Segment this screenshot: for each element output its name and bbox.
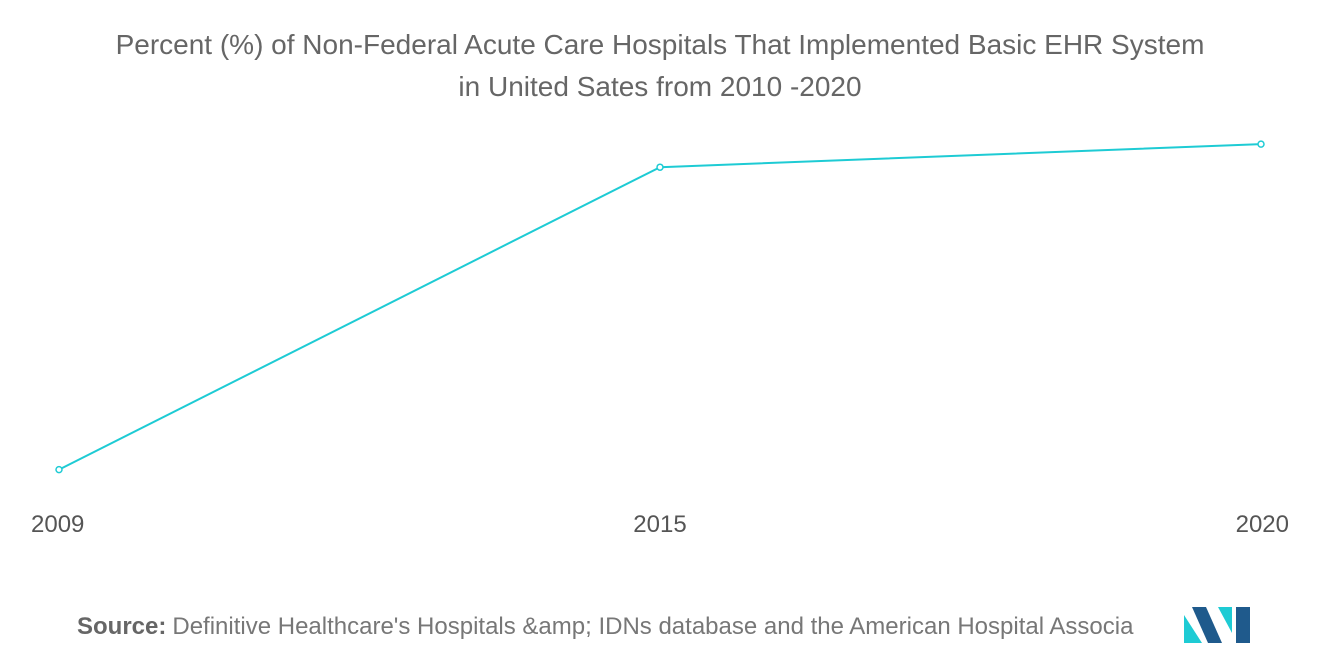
data-point-2009: [55, 465, 63, 474]
x-tick-label-2020: 2020: [1236, 511, 1289, 538]
chart-title-line-1: Percent (%) of Non-Federal Acute Care Ho…: [115, 29, 1205, 60]
source-note: Source: Definitive Healthcare's Hospitals…: [77, 612, 1177, 642]
chart-title: Percent (%) of Non-Federal Acute Care Ho…: [0, 24, 1320, 108]
x-axis-tick-labels: 2009 2015 2020: [31, 511, 1289, 538]
series-layer: [55, 140, 1265, 474]
data-point-2020: [1257, 140, 1265, 148]
chart-title-line-2: in United Sates from 2010 -2020: [458, 71, 862, 102]
source-text: Definitive Healthcare's Hospitals &amp; …: [172, 613, 1134, 640]
series-line: [58, 143, 1262, 471]
source-label: Source:: [77, 613, 167, 640]
x-tick-label-2009: 2009: [31, 511, 84, 538]
data-point-2015: [656, 163, 664, 171]
x-tick-label-2015: 2015: [633, 511, 686, 538]
mordor-intelligence-logo-icon: [1184, 603, 1252, 643]
